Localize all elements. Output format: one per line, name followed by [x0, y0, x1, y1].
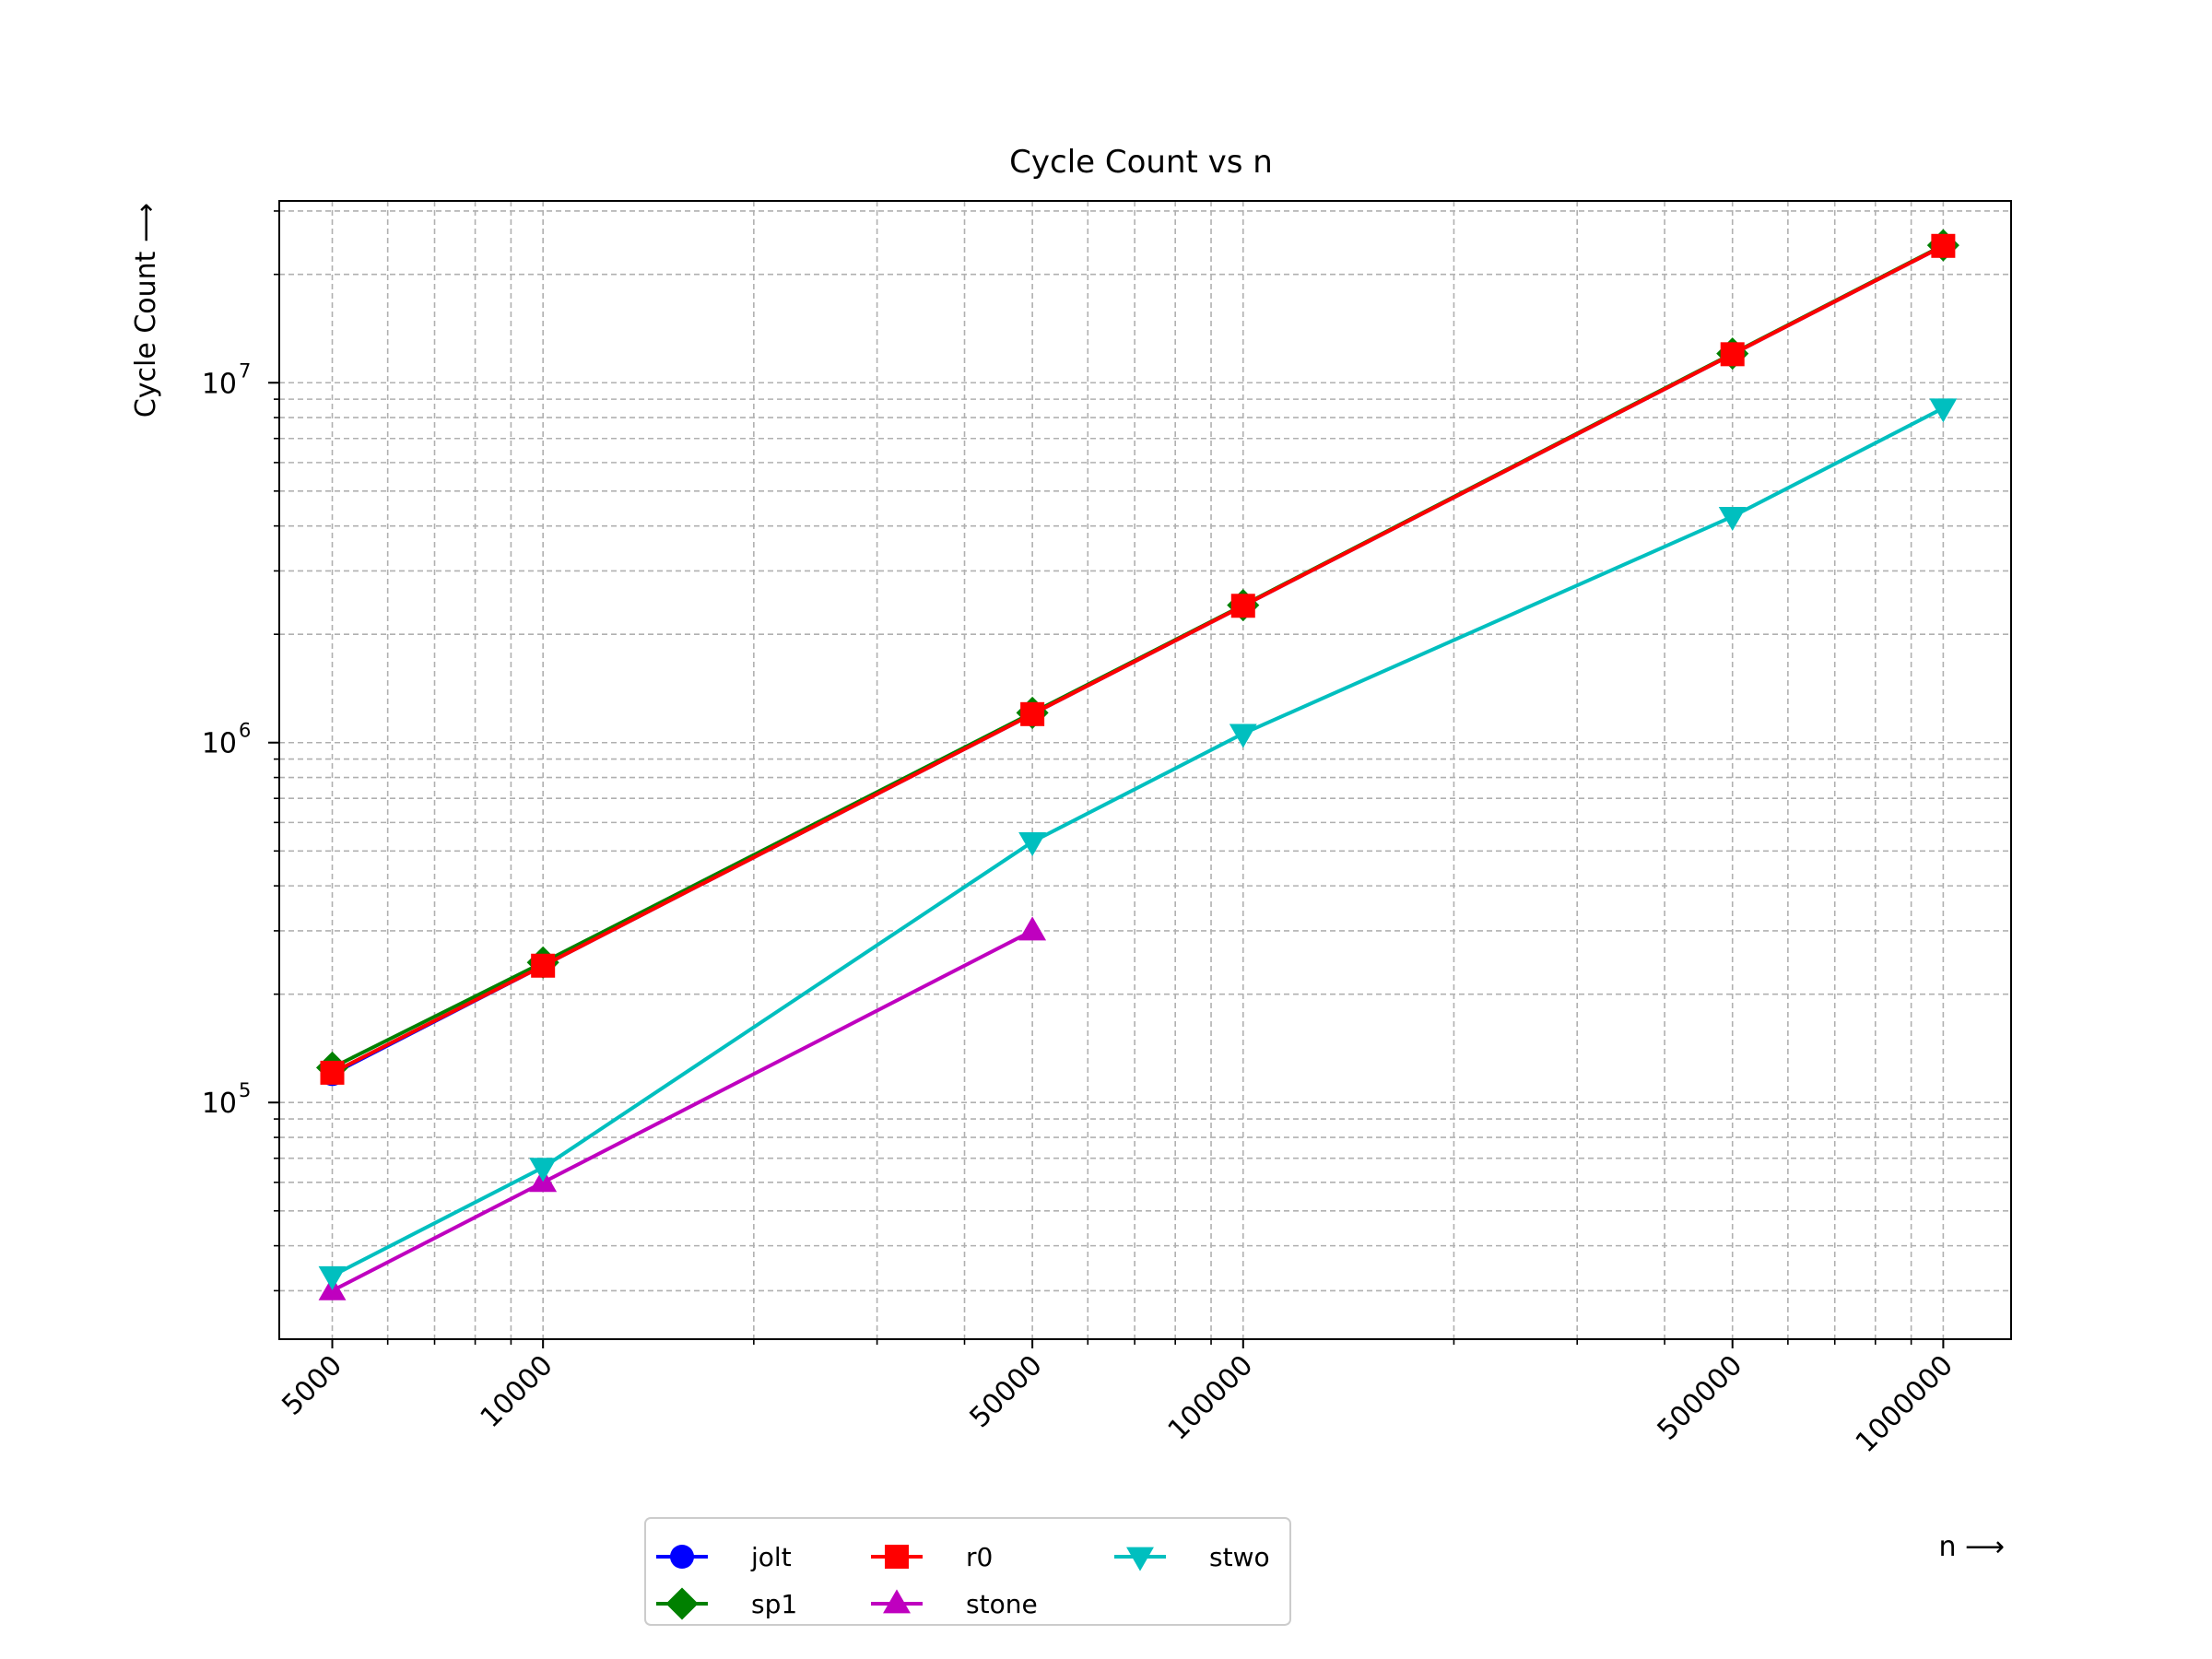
- legend-item-r0: r0: [871, 1542, 993, 1572]
- data-point: [1230, 594, 1255, 618]
- data-point: [529, 1158, 558, 1182]
- data-point: [1018, 832, 1047, 857]
- series-layer: [315, 229, 1959, 1300]
- legend-label: jolt: [750, 1542, 792, 1572]
- y-tick-label-exponent: 5: [239, 1079, 251, 1101]
- data-point: [1718, 506, 1747, 531]
- x-tick-label: 5000: [276, 1349, 348, 1422]
- legend-item-sp1: sp1: [656, 1587, 797, 1620]
- legend: jolt sp1 r0 stone stwo: [644, 1517, 1291, 1626]
- data-point: [1929, 398, 1958, 423]
- y-tick-label: 10: [202, 368, 237, 400]
- data-point: [1720, 342, 1745, 367]
- legend-marker: [885, 1545, 909, 1569]
- legend-label: stone: [966, 1589, 1038, 1619]
- legend-marker: [883, 1589, 911, 1614]
- legend-marker: [670, 1545, 694, 1569]
- data-point: [531, 953, 556, 978]
- data-point: [1229, 724, 1257, 748]
- y-tick-label: 10: [202, 728, 237, 760]
- legend-item-jolt: jolt: [656, 1542, 792, 1572]
- series-line: [331, 244, 1945, 1075]
- data-point: [1931, 233, 1956, 258]
- series-line: [331, 929, 1034, 1293]
- series-r0: [320, 233, 1956, 1085]
- x-tick-label: 50000: [964, 1349, 1049, 1434]
- data-point: [1018, 916, 1047, 941]
- grid-lines: [279, 201, 2011, 1339]
- legend-marker: [1126, 1547, 1154, 1571]
- x-tick-label: 10000: [475, 1349, 559, 1434]
- data-point: [318, 1265, 347, 1290]
- data-point: [320, 1060, 345, 1085]
- series-stwo: [318, 398, 1958, 1290]
- x-tick-label: 500000: [1652, 1349, 1749, 1447]
- x-axis-label: n ⟶: [1938, 1531, 2005, 1563]
- legend-label: r0: [966, 1542, 993, 1572]
- legend-item-stone: stone: [871, 1589, 1038, 1619]
- y-tick-label-exponent: 7: [239, 359, 251, 382]
- data-point: [1020, 701, 1045, 726]
- series-stone: [318, 916, 1047, 1300]
- legend-frame: [644, 1517, 1291, 1626]
- legend-label: stwo: [1209, 1542, 1270, 1572]
- x-axis-ticks: 5000 10000 50000 100000 500000 1000000: [276, 1339, 1959, 1459]
- y-tick-label: 10: [202, 1088, 237, 1120]
- x-tick-label: 100000: [1162, 1349, 1260, 1447]
- y-axis-label: Cycle Count ⟶: [130, 203, 162, 418]
- x-tick-label: 1000000: [1850, 1349, 1959, 1459]
- legend-label: sp1: [751, 1589, 797, 1619]
- chart-title: Cycle Count vs n: [1009, 144, 1273, 181]
- y-tick-label-exponent: 6: [239, 720, 251, 742]
- series-line: [331, 406, 1945, 1277]
- plot-frame: [278, 200, 2012, 1340]
- legend-marker: [665, 1587, 699, 1620]
- legend-item-stwo: stwo: [1114, 1542, 1270, 1572]
